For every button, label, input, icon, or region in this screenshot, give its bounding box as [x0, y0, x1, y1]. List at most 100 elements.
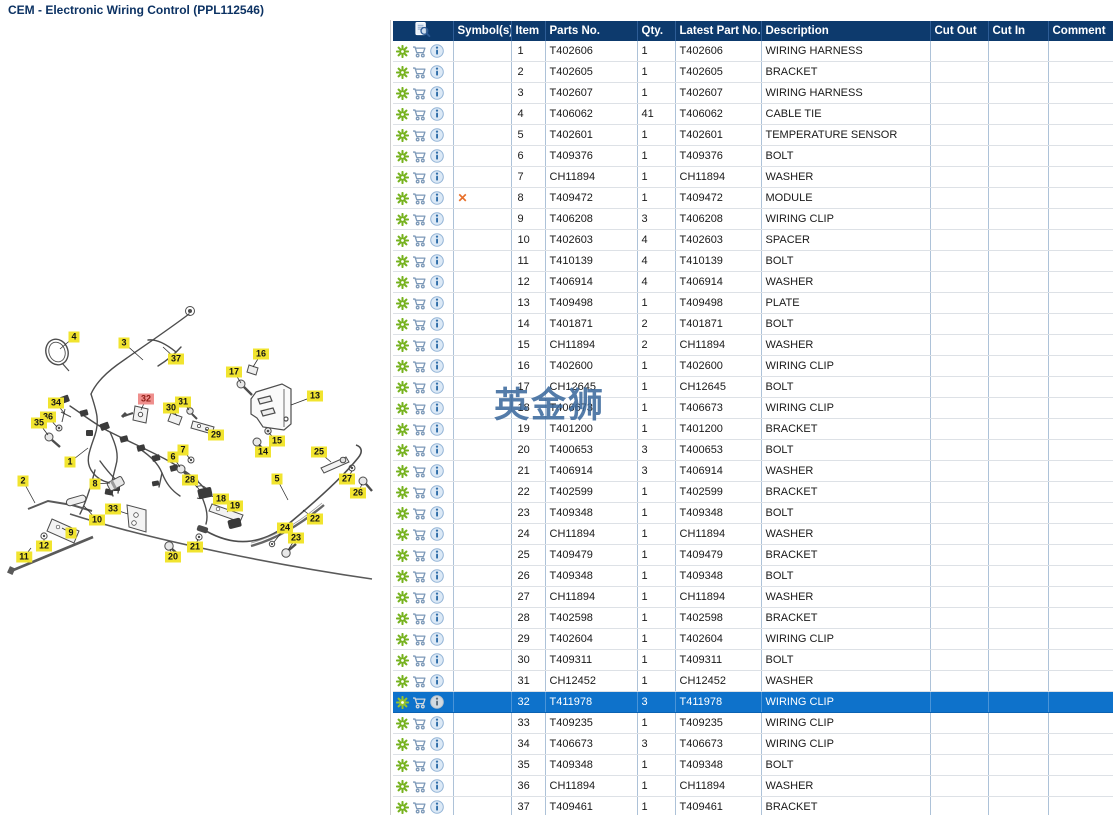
cart-icon[interactable] [412, 150, 427, 163]
diagram-callout-19[interactable]: 19 [226, 500, 244, 512]
cart-icon[interactable] [412, 255, 427, 268]
info-icon[interactable] [430, 86, 444, 100]
table-row[interactable]: 14 T401871 2 T401871 BOLT [393, 313, 1113, 335]
cart-icon[interactable] [412, 318, 427, 331]
gear-icon[interactable] [396, 653, 409, 667]
diagram-callout-30[interactable]: 30 [162, 402, 180, 414]
cart-icon[interactable] [412, 129, 427, 142]
gear-icon[interactable] [396, 86, 409, 100]
table-row[interactable]: 4 T406062 41 T406062 CABLE TIE [393, 103, 1113, 125]
cart-icon[interactable] [412, 171, 427, 184]
diagram-callout-2[interactable]: 2 [17, 475, 29, 487]
table-row[interactable]: 21 T406914 3 T406914 WASHER [393, 460, 1113, 482]
table-row[interactable]: 36 CH11894 1 CH11894 WASHER [393, 775, 1113, 797]
gear-icon[interactable] [396, 737, 409, 751]
diagram-callout-32[interactable]: 32 [137, 393, 155, 405]
gear-icon[interactable] [396, 611, 409, 625]
table-row[interactable]: 22 T402599 1 T402599 BRACKET [393, 481, 1113, 503]
gear-icon[interactable] [396, 632, 409, 646]
gear-icon[interactable] [396, 107, 409, 121]
cart-icon[interactable] [412, 444, 427, 457]
table-row[interactable]: 15 CH11894 2 CH11894 WASHER [393, 334, 1113, 356]
table-row[interactable]: 20 T400653 3 T400653 BOLT [393, 439, 1113, 461]
info-icon[interactable] [430, 275, 444, 289]
gear-icon[interactable] [396, 296, 409, 310]
cart-icon[interactable] [412, 612, 427, 625]
table-row[interactable]: 32 T411978 3 T411978 WIRING CLIP [393, 691, 1113, 713]
diagram-callout-37[interactable]: 37 [167, 353, 185, 365]
gear-icon[interactable] [396, 800, 409, 814]
info-icon[interactable] [430, 317, 444, 331]
info-icon[interactable] [430, 233, 444, 247]
gear-icon[interactable] [396, 170, 409, 184]
gear-icon[interactable] [396, 149, 409, 163]
diagram-callout-16[interactable]: 16 [252, 348, 270, 360]
table-row[interactable]: 28 T402598 1 T402598 BRACKET [393, 607, 1113, 629]
cart-icon[interactable] [412, 549, 427, 562]
cart-icon[interactable] [412, 297, 427, 310]
info-icon[interactable] [430, 128, 444, 142]
table-row[interactable]: 10 T402603 4 T402603 SPACER [393, 229, 1113, 251]
diagram-callout-34[interactable]: 34 [47, 397, 65, 409]
cart-icon[interactable] [412, 360, 427, 373]
info-icon[interactable] [430, 695, 444, 709]
info-icon[interactable] [430, 149, 444, 163]
info-icon[interactable] [430, 191, 444, 205]
gear-icon[interactable] [396, 44, 409, 58]
gear-icon[interactable] [396, 464, 409, 478]
info-icon[interactable] [430, 65, 444, 79]
diagram-callout-6[interactable]: 6 [167, 451, 179, 463]
diagram-callout-10[interactable]: 10 [88, 514, 106, 526]
info-icon[interactable] [430, 254, 444, 268]
info-icon[interactable] [430, 737, 444, 751]
diagram-callout-3[interactable]: 3 [118, 337, 130, 349]
gear-icon[interactable] [396, 716, 409, 730]
table-row[interactable]: 18 T406673 1 T406673 WIRING CLIP [393, 397, 1113, 419]
cart-icon[interactable] [412, 234, 427, 247]
info-icon[interactable] [430, 464, 444, 478]
table-row[interactable]: 12 T406914 4 T406914 WASHER [393, 271, 1113, 293]
gear-icon[interactable] [396, 191, 409, 205]
cart-icon[interactable] [412, 87, 427, 100]
info-icon[interactable] [430, 485, 444, 499]
diagram-callout-18[interactable]: 18 [212, 493, 230, 505]
diagram-callout-9[interactable]: 9 [65, 527, 77, 539]
table-row[interactable]: 6 T409376 1 T409376 BOLT [393, 145, 1113, 167]
info-icon[interactable] [430, 212, 444, 226]
gear-icon[interactable] [396, 422, 409, 436]
table-row[interactable]: 17 CH12645 1 CH12645 BOLT [393, 376, 1113, 398]
info-icon[interactable] [430, 422, 444, 436]
diagram-callout-33[interactable]: 33 [104, 503, 122, 515]
diagram-callout-22[interactable]: 22 [306, 513, 324, 525]
gear-icon[interactable] [396, 317, 409, 331]
table-row[interactable]: 31 CH12452 1 CH12452 WASHER [393, 670, 1113, 692]
table-row[interactable]: 2 T402605 1 T402605 BRACKET [393, 61, 1113, 83]
cart-icon[interactable] [412, 213, 427, 226]
info-icon[interactable] [430, 170, 444, 184]
info-icon[interactable] [430, 632, 444, 646]
diagram-callout-24[interactable]: 24 [276, 522, 294, 534]
diagram-callout-25[interactable]: 25 [310, 446, 328, 458]
table-row[interactable]: 34 T406673 3 T406673 WIRING CLIP [393, 733, 1113, 755]
diagram-callout-26[interactable]: 26 [349, 487, 367, 499]
diagram-callout-11[interactable]: 11 [16, 551, 32, 563]
info-icon[interactable] [430, 800, 444, 814]
info-icon[interactable] [430, 758, 444, 772]
gear-icon[interactable] [396, 275, 409, 289]
table-row[interactable]: ✕ 8 T409472 1 T409472 MODULE [393, 187, 1113, 209]
diagram-callout-21[interactable]: 21 [186, 541, 204, 553]
diagram-callout-13[interactable]: 13 [306, 390, 324, 402]
table-row[interactable]: 30 T409311 1 T409311 BOLT [393, 649, 1113, 671]
info-icon[interactable] [430, 527, 444, 541]
cart-icon[interactable] [412, 276, 427, 289]
info-icon[interactable] [430, 107, 444, 121]
table-row[interactable]: 5 T402601 1 T402601 TEMPERATURE SENSOR [393, 124, 1113, 146]
cart-icon[interactable] [412, 381, 427, 394]
diagram-callout-1[interactable]: 1 [64, 456, 76, 468]
info-icon[interactable] [430, 380, 444, 394]
diagram-callout-27[interactable]: 27 [338, 473, 356, 485]
table-row[interactable]: 35 T409348 1 T409348 BOLT [393, 754, 1113, 776]
table-row[interactable]: 3 T402607 1 T402607 WIRING HARNESS [393, 82, 1113, 104]
cart-icon[interactable] [412, 675, 427, 688]
table-row[interactable]: 26 T409348 1 T409348 BOLT [393, 565, 1113, 587]
